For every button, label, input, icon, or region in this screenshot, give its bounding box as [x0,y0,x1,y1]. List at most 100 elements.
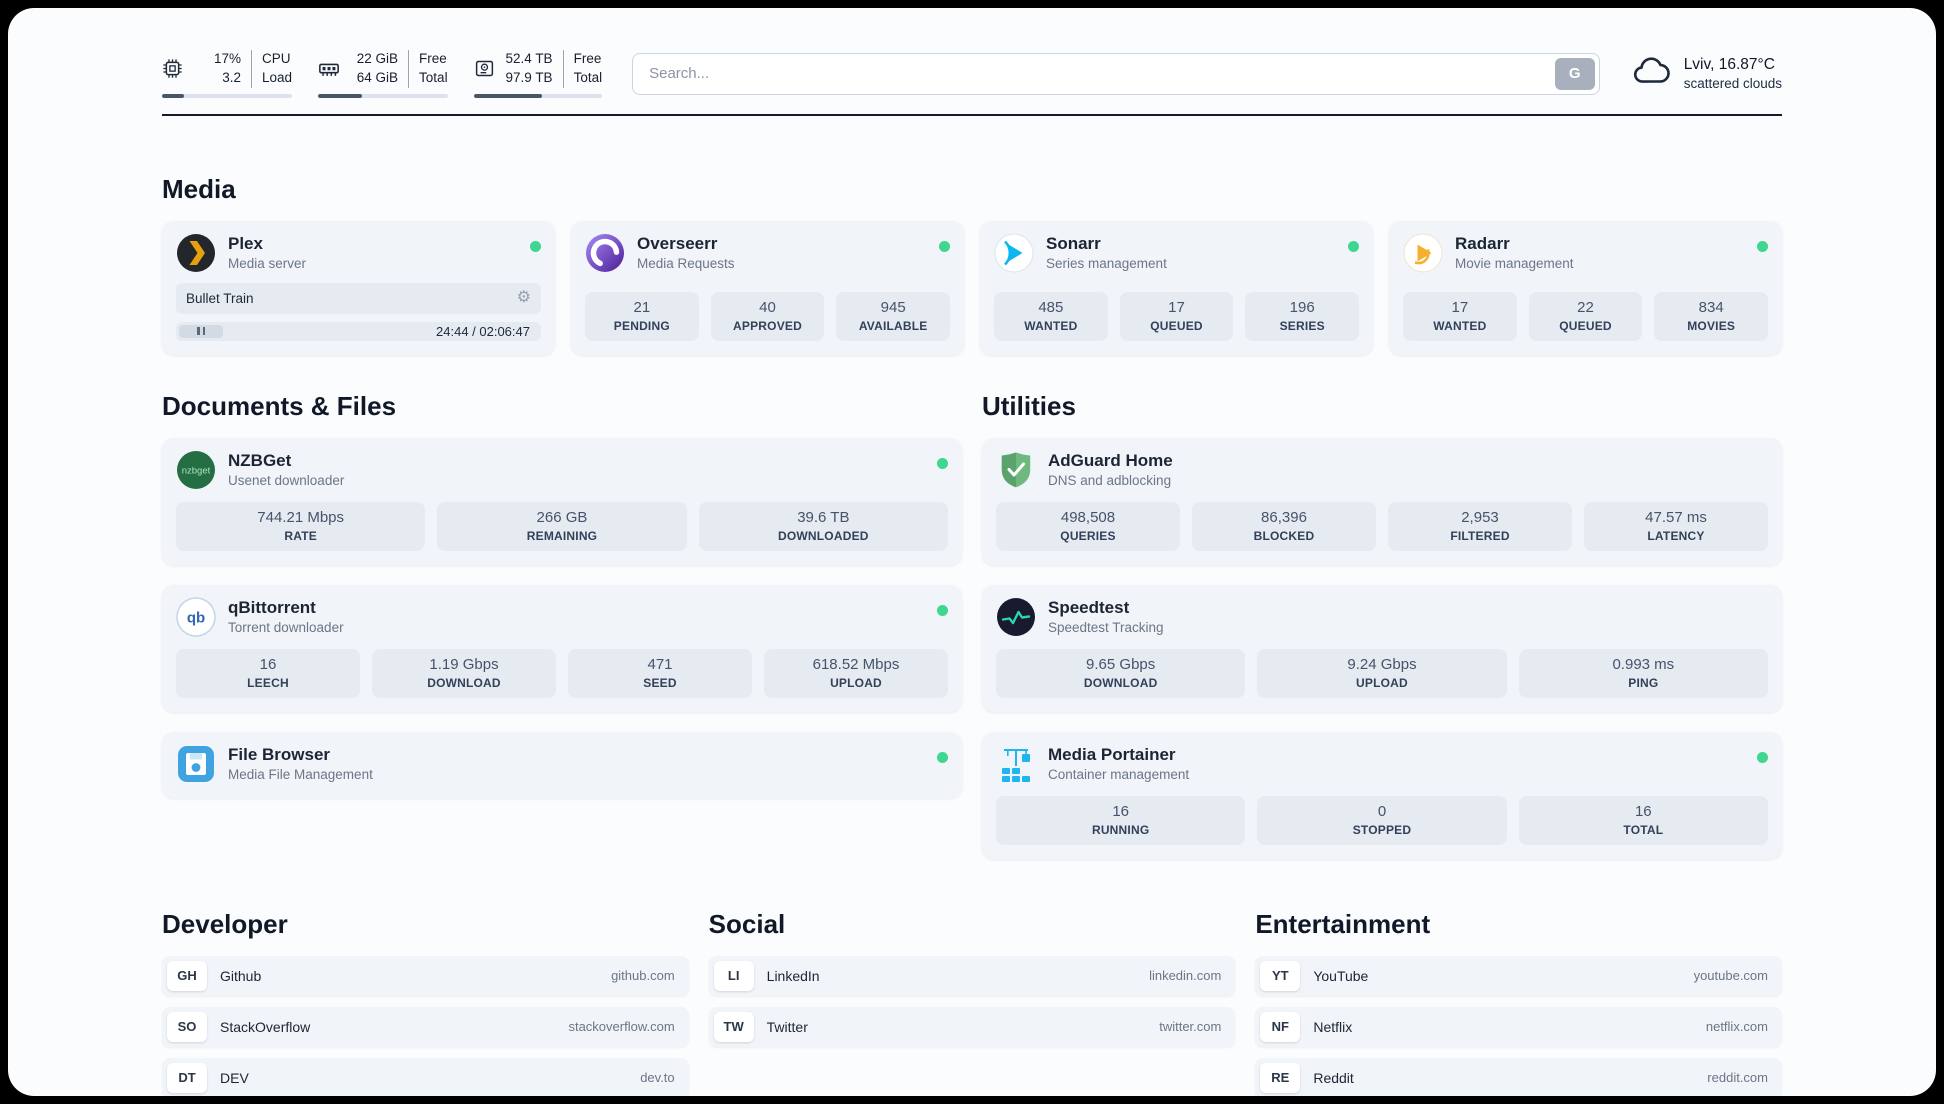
bookmark-url: linkedin.com [1149,968,1222,984]
bookmark-abbr: DT [167,1062,207,1093]
bookmark-youtube[interactable]: YT YouTube youtube.com [1255,955,1782,996]
portainer-icon [996,744,1036,784]
radarr-icon [1403,233,1443,273]
service-desc: Media server [228,256,307,272]
stat-leech: 16 LEECH [176,648,360,698]
stat-pending: 21 PENDING [585,291,699,341]
overseerr-card[interactable]: Overseerr Media Requests 21 PENDING 40 APP… [571,220,964,355]
bookmark-dev[interactable]: DT DEV dev.to [162,1057,689,1096]
status-dot [530,240,541,252]
sonarr-icon [994,233,1034,273]
speedtest-card[interactable]: Speedtest Speedtest Tracking 9.65 Gbps DO… [982,584,1782,712]
stat-rate: 744.21 Mbps RATE [176,501,426,551]
radarr-card[interactable]: Radarr Movie management 17 WANTED 22 QUEUE… [1389,220,1782,355]
search-input[interactable] [632,52,1600,95]
service-name: NZBGet [228,451,292,471]
ram-labels: Free Total [408,50,448,88]
media-section-title: Media [162,173,236,204]
bookmark-name: Netflix [1313,1018,1353,1035]
ram-progress-bar [318,93,448,98]
bookmark-name: StackOverflow [220,1018,311,1035]
status-dot [937,604,948,616]
bookmark-url: stackoverflow.com [568,1019,675,1035]
bookmark-netflix[interactable]: NF Netflix netflix.com [1255,1006,1782,1047]
cloud-icon [1630,50,1672,97]
stat-blocked: 86,396 BLOCKED [1192,501,1376,551]
bookmark-group-developer: Developer GH Github github.com SO StackO… [162,909,689,1096]
stat-download: 1.19 Gbps DOWNLOAD [372,648,556,698]
bookmark-name: YouTube [1313,967,1369,984]
stat-queued: 22 QUEUED [1528,291,1643,341]
bookmark-url: dev.to [640,1070,675,1086]
documents-section-title: Documents & Files [162,390,397,421]
service-desc: Movie management [1455,256,1574,272]
bookmark-twitter[interactable]: TW Twitter twitter.com [708,1006,1236,1047]
service-name: File Browser [228,745,331,765]
cpu-usage: 17% [213,51,241,66]
bookmark-stackoverflow[interactable]: SO StackOverflow stackoverflow.com [162,1006,689,1047]
disk-values: 52.4 TB 97.9 TB [505,50,553,88]
bookmark-name: LinkedIn [766,967,820,984]
social-section-title: Social [708,908,786,939]
stat-upload: 618.52 Mbps UPLOAD [764,648,948,698]
ram-values: 22 GiB 64 GiB [350,50,398,88]
bookmark-group-social: Social LI LinkedIn linkedin.com TW Twitt… [708,908,1236,1058]
weather-widget[interactable]: Lviv, 16.87°C scattered clouds [1630,50,1782,97]
playback-time: 24:44 / 02:06:47 [436,323,530,339]
bookmark-linkedin[interactable]: LI LinkedIn linkedin.com [708,955,1236,996]
gear-icon[interactable]: ⚙ [516,289,531,307]
service-name: AdGuard Home [1048,451,1173,471]
plex-card[interactable]: Plex Media server Bullet Train ⚙ 24:44 [162,220,555,355]
speedtest-icon [996,597,1036,637]
disk-labels: Free Total [562,50,602,88]
service-desc: Torrent downloader [228,620,344,636]
bookmark-name: Github [220,967,262,984]
bookmark-name: Reddit [1313,1069,1354,1086]
cpu-values: 17% 3.2 [193,50,241,88]
bookmark-github[interactable]: GH Github github.com [162,955,689,996]
adguard-icon [996,450,1036,490]
pause-icon [197,327,200,336]
adguard-card[interactable]: AdGuard Home DNS and adblocking 498,508 Q… [982,437,1782,565]
status-dot [937,751,948,763]
filebrowser-card[interactable]: File Browser Media File Management [162,731,962,798]
bookmark-url: github.com [611,968,675,984]
stat-latency: 47.57 ms LATENCY [1584,501,1768,551]
disk-free: 52.4 TB [505,51,553,66]
bookmark-abbr: YT [1260,960,1301,991]
developer-section-title: Developer [162,908,288,939]
cpu-progress-bar [162,93,293,98]
bookmark-abbr: NF [1260,1011,1301,1042]
bookmark-abbr: SO [167,1011,207,1042]
entertainment-section-title: Entertainment [1255,908,1431,939]
playback-progress[interactable]: 24:44 / 02:06:47 [176,321,541,341]
sonarr-card[interactable]: Sonarr Series management 485 WANTED 17 QUE… [980,220,1373,355]
service-desc: Series management [1046,256,1167,272]
status-dot [1757,240,1768,252]
qbittorrent-icon: qb [176,597,216,637]
qbittorrent-card[interactable]: qb qBittorrent Torrent downloader 16 LEEC… [162,584,962,712]
utilities-section-title: Utilities [982,390,1076,421]
stat-downloaded: 39.6 TB DOWNLOADED [698,501,948,551]
now-playing-bar: Bullet Train ⚙ [176,282,541,314]
filebrowser-icon [176,744,216,784]
portainer-card[interactable]: Media Portainer Container management 16 R… [982,731,1782,859]
stat-stopped: 0 STOPPED [1257,795,1507,845]
bookmark-reddit[interactable]: RE Reddit reddit.com [1255,1057,1782,1096]
service-name: Sonarr [1046,234,1101,254]
bookmark-group-entertainment: Entertainment YT YouTube youtube.com NF … [1255,909,1782,1096]
pause-button[interactable] [179,324,223,338]
cpu-labels: CPU Load [251,50,292,88]
disk-total: 97.9 TB [505,69,553,85]
search-bar: G [632,52,1600,95]
stat-approved: 40 APPROVED [710,291,825,341]
service-name: Radarr [1455,234,1510,254]
top-bar: 17% 3.2 CPU Load [162,8,1782,116]
status-dot [937,457,948,469]
stat-available: 945 AVAILABLE [836,291,951,341]
nzbget-card[interactable]: nzbget NZBGet Usenet downloader 744.21 M… [162,437,962,565]
status-dot [1348,240,1359,252]
search-provider-button[interactable]: G [1554,57,1595,90]
section-media: Media Plex Media server [162,174,1782,355]
service-desc: DNS and adblocking [1048,473,1172,489]
